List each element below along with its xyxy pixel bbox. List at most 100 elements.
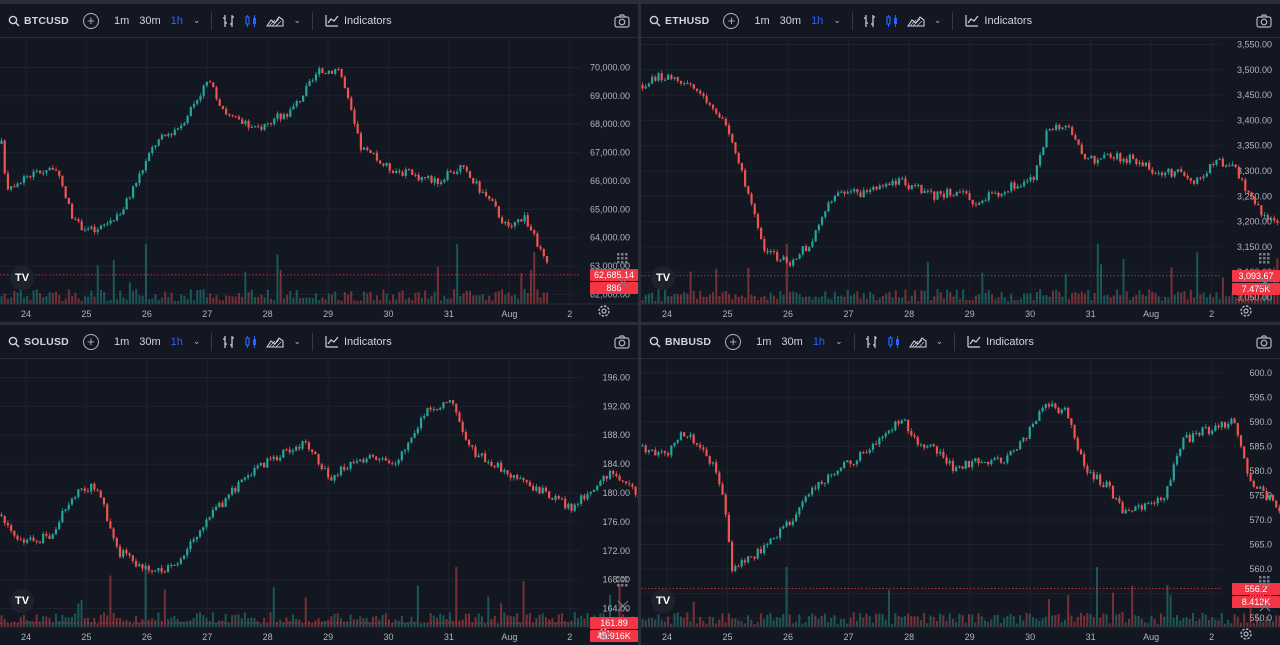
chart-panel-bnb[interactable]: BNBUSD + 1m 30m 1h ⌄ ⌄ Indicators 600.0 5… — [641, 325, 1280, 645]
tradingview-logo[interactable]: TV — [651, 589, 675, 613]
symbol-search-button[interactable]: BNBUSD — [641, 325, 721, 358]
candle-body — [801, 501, 804, 508]
chevron-down-icon[interactable]: ⌄ — [933, 15, 942, 25]
interval-1m-button[interactable]: 1m — [113, 335, 130, 348]
chevron-down-icon[interactable]: ⌄ — [192, 15, 201, 25]
candle-body — [999, 457, 1003, 463]
tradingview-logo[interactable]: TV — [651, 266, 675, 290]
candle-body — [721, 117, 724, 119]
candle-body — [64, 509, 67, 511]
bar-style-icon[interactable] — [861, 335, 883, 349]
indicators-button[interactable]: Indicators — [959, 14, 1040, 27]
interval-1m-button[interactable]: 1m — [754, 14, 770, 27]
candle-body — [724, 494, 727, 515]
interval-30m-button[interactable]: 30m — [779, 14, 802, 27]
interval-1h-button[interactable]: 1h — [811, 14, 824, 27]
chart-panel-eth[interactable]: ETHUSD + 1m 30m 1h ⌄ ⌄ Indicators 3,550.… — [641, 4, 1280, 322]
interval-1h-button[interactable]: 1h — [170, 14, 183, 27]
candle-body — [387, 460, 391, 464]
chevron-down-icon[interactable]: ⌄ — [935, 336, 944, 346]
tradingview-logo[interactable]: TV — [10, 589, 34, 613]
volume-bar — [939, 292, 942, 304]
chevron-down-icon[interactable]: ⌄ — [833, 15, 841, 25]
settings-icon[interactable] — [596, 626, 612, 642]
indicators-button[interactable]: Indicators — [319, 335, 400, 348]
drag-handle-icon[interactable] — [616, 575, 630, 615]
compare-symbol-button[interactable]: + — [723, 12, 740, 29]
volume-bar — [935, 621, 938, 627]
volume-bar — [541, 613, 544, 627]
volume-bar — [1122, 259, 1125, 304]
camera-icon[interactable] — [1256, 335, 1272, 352]
search-icon — [649, 15, 661, 26]
candles-icon[interactable] — [240, 14, 262, 28]
candle-body — [760, 227, 763, 240]
interval-30m-button[interactable]: 30m — [139, 335, 161, 348]
compare-symbol-button[interactable]: + — [82, 333, 99, 350]
volume-bar — [1272, 621, 1275, 627]
candle-body — [307, 442, 311, 450]
bar-style-icon[interactable] — [218, 335, 240, 349]
interval-30m-button[interactable]: 30m — [139, 14, 161, 27]
interval-1m-button[interactable]: 1m — [113, 14, 130, 27]
interval-30m-button[interactable]: 30m — [781, 335, 803, 348]
volume-bar — [215, 622, 218, 627]
price-chart[interactable]: 600.0595.0590.0585.0580.0575.0570.0565.0… — [641, 359, 1280, 645]
volume-bar — [804, 621, 807, 627]
bar-style-icon[interactable] — [218, 14, 240, 28]
volume-bar — [416, 585, 419, 627]
volume-bar — [353, 300, 356, 304]
camera-icon[interactable] — [1256, 14, 1272, 31]
candle-body — [106, 504, 109, 522]
interval-1h-button[interactable]: 1h — [170, 335, 183, 348]
volume-bar — [651, 618, 654, 627]
chevron-down-icon[interactable]: ⌄ — [192, 336, 201, 346]
compare-symbol-button[interactable]: + — [82, 12, 99, 29]
compare-symbol-button[interactable]: + — [725, 333, 742, 350]
symbol-search-button[interactable]: BTCUSD — [0, 4, 79, 37]
bar-style-icon[interactable] — [859, 14, 881, 28]
area-chart-icon[interactable] — [262, 14, 288, 28]
interval-1h-button[interactable]: 1h — [812, 335, 826, 348]
price-chart[interactable]: 70,000.0069,000.0068,000.0067,000.0066,0… — [0, 38, 638, 322]
chevron-down-icon[interactable]: ⌄ — [293, 15, 301, 25]
candles-icon[interactable] — [240, 335, 262, 349]
candle-body — [90, 483, 93, 492]
drag-handle-icon[interactable] — [1258, 575, 1272, 615]
volume-bar — [715, 623, 718, 627]
volume-bar — [273, 300, 276, 304]
chevron-down-icon[interactable]: ⌄ — [835, 336, 843, 346]
symbol-search-button[interactable]: ETHUSD — [641, 4, 719, 37]
indicators-button[interactable]: Indicators — [319, 14, 400, 27]
volume-bar — [1244, 291, 1247, 304]
symbol-search-button[interactable]: SOLUSD — [0, 325, 79, 358]
volume-bar — [1143, 622, 1146, 627]
camera-icon[interactable] — [614, 14, 630, 31]
indicators-button[interactable]: Indicators — [961, 335, 1042, 348]
candles-icon[interactable] — [881, 14, 903, 28]
camera-icon[interactable] — [614, 335, 630, 352]
volume-bar — [833, 291, 836, 304]
settings-icon[interactable] — [1238, 303, 1254, 319]
candles-icon[interactable] — [883, 335, 905, 349]
area-chart-icon[interactable] — [903, 14, 929, 28]
chevron-down-icon[interactable]: ⌄ — [293, 336, 301, 346]
area-chart-icon[interactable] — [262, 335, 288, 349]
settings-icon[interactable] — [596, 303, 612, 319]
interval-1m-button[interactable]: 1m — [756, 335, 772, 348]
drag-handle-icon[interactable] — [616, 252, 630, 292]
chart-panel-sol[interactable]: SOLUSD + 1m 30m 1h ⌄ ⌄ Indicators 196.00… — [0, 325, 638, 645]
settings-icon[interactable] — [1238, 626, 1254, 642]
candle-body — [61, 510, 64, 523]
tradingview-logo[interactable]: TV — [10, 266, 34, 290]
volume-bar — [491, 300, 494, 304]
price-chart[interactable]: 3,550.003,500.003,450.003,400.003,350.00… — [641, 38, 1280, 322]
drag-handle-icon[interactable] — [1258, 252, 1272, 292]
chart-panel-btc[interactable]: BTCUSD + 1m 30m 1h ⌄ ⌄ Indicators 70,000… — [0, 4, 638, 322]
price-chart[interactable]: 196.00192.00188.00184.00180.00176.00172.… — [0, 359, 638, 645]
area-chart-icon[interactable] — [905, 335, 931, 349]
volume-bar — [1003, 297, 1006, 304]
x-tick-label: 31 — [444, 309, 454, 319]
volume-bar — [430, 295, 433, 304]
candle-body — [670, 445, 673, 456]
